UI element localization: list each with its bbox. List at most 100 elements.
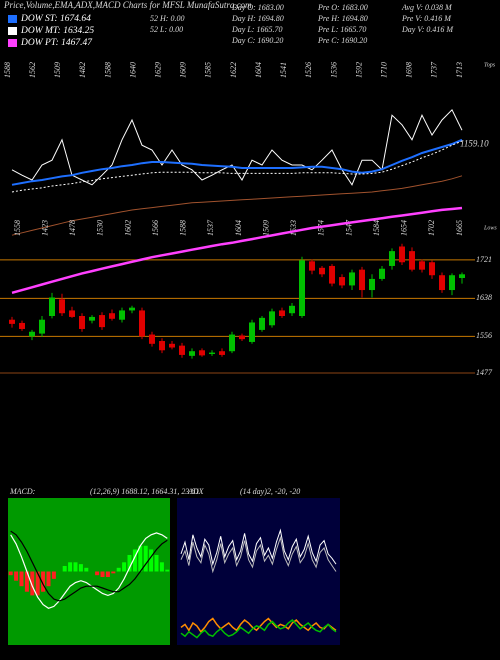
candle-body [219,351,225,355]
histogram-bar [51,571,56,579]
line-series [11,138,463,186]
line-series [10,530,168,602]
candle-body [139,310,145,337]
histogram-bar [143,545,148,572]
top-label: 1640 [128,62,137,78]
legend-label: DOW ST: 1674.64 [20,14,91,24]
panel-params: (14 day)2, -20, -20 [240,487,300,496]
candle-body [289,305,295,314]
candle-body [149,334,155,344]
line-series [11,108,463,186]
mid-label: 1537 [206,219,215,236]
panel-background [8,498,170,645]
top-label: 1509 [53,62,62,78]
candle-body [319,267,325,275]
info-text: Day L: 1665.70 [231,25,282,34]
panel-params: (12,26,9) 1688.12, 1664.31, 23.81 [90,487,199,496]
legend-label: DOW MT: 1634.25 [20,26,94,36]
legend-swatch [8,27,17,35]
mid-label: 1566 [151,220,160,236]
candle-body [59,299,65,314]
panel-background [177,498,340,645]
candle-body [359,269,365,291]
histogram-bar [14,571,19,581]
panel-label: MACD: [9,487,36,496]
info-text: Pre C: 1690.20 [317,36,367,45]
mid-label: 1665 [455,220,464,236]
candle-body [279,310,285,316]
histogram-bar [132,549,137,572]
mid-label: 1530 [96,220,105,236]
top-label: 1713 [455,62,464,78]
top-label: 1609 [179,62,188,78]
mid-label: 1533 [289,220,298,236]
histogram-bar [105,571,110,578]
legend-label: DOW PT: 1467.47 [20,38,93,48]
candle-body [299,260,305,316]
candle-body [389,251,395,266]
candle-body [9,319,15,324]
candle-body [189,351,195,356]
line-series [180,617,337,634]
legend-swatch [8,39,17,47]
line-series [180,535,337,574]
histogram-bar [8,571,13,576]
top-label: 1588 [3,62,12,78]
candle-body [99,315,105,328]
y-tick-label: 1721 [476,255,492,264]
mid-label: 1588 [179,220,188,236]
histogram-bar [41,571,46,592]
histogram-bar [30,571,35,596]
top-label: 1588 [103,62,112,78]
mid-label: 1558 [13,220,22,236]
candle-body [439,275,445,291]
histogram-bar [138,545,143,572]
line-series [11,206,463,295]
y-tick-label: 1638 [476,293,492,302]
info-text: Pre H: 1694.80 [317,14,368,23]
candle-body [249,322,255,342]
candle-body [419,261,425,270]
mid-label: 1702 [427,220,436,236]
histogram-bar [159,562,164,572]
histogram-bar [62,565,67,572]
histogram-bar [116,567,121,572]
top-label: 1698 [405,62,414,78]
top-label: 1585 [204,62,213,78]
mid-label: 1574 [317,220,326,236]
info-text: Day V: 0.416 M [401,25,454,34]
top-label: 1622 [229,62,238,78]
top-label: 1541 [279,62,288,78]
histogram-bar [100,571,105,578]
histogram-bar [165,569,170,572]
candle-body [449,275,455,291]
mid-label: 1654 [400,220,409,236]
histogram-bar [19,571,24,587]
legend-swatch [8,15,17,23]
top-label: 1629 [153,62,162,78]
info-text: Day H: 1694.80 [231,14,284,23]
mid-label: 1584 [372,220,381,236]
mid-label: 1547 [344,219,353,236]
top-label: 1536 [329,62,338,78]
info-text: 52 L: 0.00 [150,25,183,34]
top-label: 1604 [254,62,263,78]
candle-body [199,350,205,356]
top-label: 1482 [78,62,87,78]
candle-body [309,261,315,271]
mid-label: 1602 [123,220,132,236]
candle-body [349,272,355,286]
candle-body [369,278,375,291]
info-text: Avg V: 0.038 M [401,3,453,12]
candle-body [259,317,265,330]
candle-body [179,345,185,355]
top-label: 1710 [379,62,388,78]
mid-label: 1604 [234,220,243,236]
top-label: 1592 [354,62,363,78]
chart-title: Price,Volume,EMA,ADX,MACD Charts for MFS… [3,0,252,10]
histogram-bar [95,571,100,576]
info-text: Pre O: 1683.00 [317,3,368,12]
corner-label: Tops [484,62,496,68]
info-text: Day C: 1690.20 [231,36,283,45]
